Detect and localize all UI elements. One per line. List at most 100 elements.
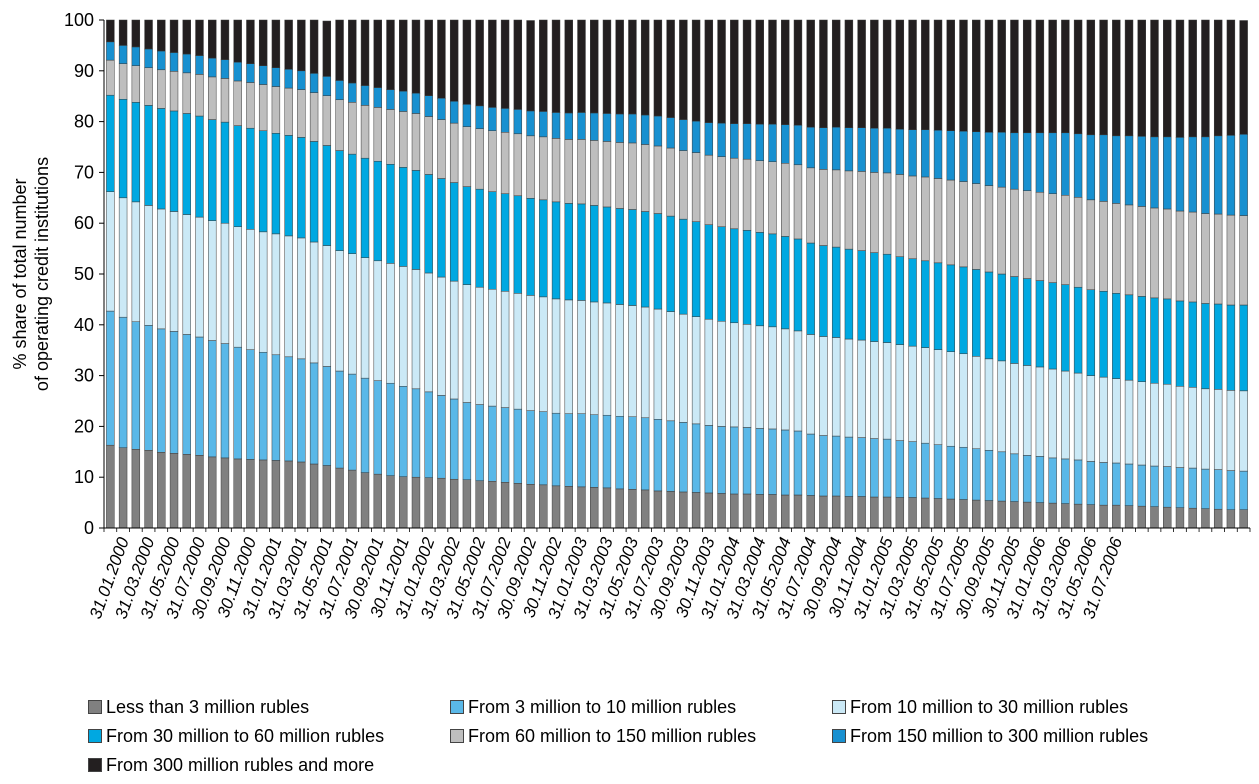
bar-segment-s1-34 <box>526 484 535 529</box>
bar-segment-s3-88 <box>1213 389 1223 470</box>
bar-segment-s6-76 <box>1061 132 1070 196</box>
bar-segment-s3-81 <box>1124 379 1134 465</box>
bar-segment-s5-1 <box>106 59 115 96</box>
bar-segment-s5-5 <box>157 69 166 109</box>
bar-segment-s4-84 <box>1163 298 1172 385</box>
bar-segment-s3-68 <box>959 353 968 448</box>
bar-segment-s2-60 <box>857 437 866 497</box>
y-tick-label-40: 40 <box>74 315 94 335</box>
bar-segment-s1-8 <box>195 455 204 529</box>
bar-segment-s1-58 <box>831 495 841 529</box>
bar-segment-s2-10 <box>220 343 230 459</box>
bar-segment-s5-24 <box>399 111 408 168</box>
bar-segment-s1-76 <box>1061 503 1070 529</box>
bar-segment-s1-79 <box>1099 504 1108 529</box>
bar-segment-s6-70 <box>984 132 994 186</box>
bar-segment-s6-73 <box>1022 132 1032 191</box>
bar-segment-s2-41 <box>615 415 624 490</box>
bar-segment-s4-37 <box>564 203 573 301</box>
bar-segment-s5-42 <box>628 142 637 210</box>
bar-segment-s7-72 <box>1010 19 1019 134</box>
bar-segment-s6-45 <box>666 117 675 149</box>
bar-segment-s6-50 <box>730 123 739 159</box>
bar-segment-s2-71 <box>997 451 1006 502</box>
bar-segment-s6-38 <box>577 112 586 140</box>
bar-segment-s2-52 <box>755 428 764 495</box>
bar-segment-s5-11 <box>233 80 242 126</box>
bar-segment-s4-38 <box>577 203 586 301</box>
bar-segment-s1-28 <box>449 478 459 529</box>
bar-segment-s2-76 <box>1061 458 1070 504</box>
bar-segment-s2-44 <box>653 419 663 492</box>
bar-segment-s5-69 <box>972 183 981 270</box>
bar-segment-s5-65 <box>921 176 930 262</box>
bar-segment-s5-20 <box>348 102 357 155</box>
bar-segment-s2-67 <box>946 445 955 500</box>
chart-legend: Less than 3 million rubles From 3 million… <box>88 696 1248 776</box>
bar-segment-s3-54 <box>781 328 790 431</box>
y-tick-label-20: 20 <box>74 416 94 436</box>
bar-segment-s5-18 <box>322 95 332 146</box>
bar-segment-s1-57 <box>819 495 828 529</box>
bar-segment-s7-33 <box>513 19 523 110</box>
bar-segment-s6-80 <box>1112 135 1121 204</box>
bar-segment-s2-56 <box>806 433 815 496</box>
bar-segment-s4-44 <box>653 213 663 310</box>
bar-segment-s4-11 <box>233 125 242 227</box>
legend-label-1: Less than 3 million rubles <box>106 697 310 717</box>
bar-segment-s6-9 <box>208 57 217 78</box>
bar-segment-s4-75 <box>1048 282 1057 370</box>
bar-segment-s1-65 <box>921 497 930 529</box>
bar-segment-s2-88 <box>1213 469 1223 510</box>
bar-segment-s3-69 <box>972 356 981 450</box>
bar-segment-s4-65 <box>921 260 930 348</box>
bar-segment-s4-9 <box>208 119 217 221</box>
bar-segment-s4-29 <box>462 186 472 285</box>
bar-segment-s4-55 <box>793 238 803 332</box>
bar-segment-s7-52 <box>755 19 764 125</box>
y-tick-label-10: 10 <box>74 467 94 487</box>
bar-segment-s1-44 <box>653 490 663 529</box>
bar-segment-s2-51 <box>742 427 752 495</box>
bar-segment-s7-24 <box>399 19 408 92</box>
bar-segment-s6-17 <box>309 73 319 93</box>
bar-segment-s1-24 <box>399 476 408 529</box>
bar-segment-s6-81 <box>1124 135 1134 206</box>
bar-segment-s1-23 <box>386 475 395 529</box>
bar-segment-s3-72 <box>1010 363 1019 455</box>
bar-segment-s7-30 <box>475 19 484 107</box>
bar-segment-s4-78 <box>1086 289 1096 376</box>
y-axis-label-line-2: of operating credit institutions <box>32 157 52 391</box>
bar-segment-s7-84 <box>1163 19 1172 138</box>
bar-segment-s3-36 <box>551 298 561 414</box>
bar-segment-s5-28 <box>449 122 459 183</box>
bar-segment-s5-60 <box>857 171 866 251</box>
bar-segment-s6-23 <box>386 89 395 110</box>
legend-item-4: From 30 million to 60 million rubles <box>88 725 450 747</box>
bar-segment-s2-90 <box>1239 470 1248 510</box>
bar-segment-s4-88 <box>1213 303 1223 390</box>
bar-segment-s3-8 <box>195 216 204 338</box>
bar-segment-s4-53 <box>768 233 777 328</box>
bar-segment-s3-61 <box>870 341 879 439</box>
bar-segment-s3-59 <box>844 338 854 438</box>
bar-segment-s7-79 <box>1099 19 1108 136</box>
bar-segment-s2-35 <box>539 411 548 486</box>
bar-segment-s1-20 <box>348 469 357 529</box>
bar-segment-s1-13 <box>258 459 268 529</box>
bar-segment-s4-24 <box>399 167 408 267</box>
bar-segment-s4-62 <box>882 253 892 343</box>
bar-segment-s7-31 <box>488 19 497 108</box>
bar-segment-s6-41 <box>615 113 624 143</box>
bar-segment-s5-8 <box>195 74 204 117</box>
bar-segment-s5-38 <box>577 139 586 205</box>
bar-segment-s4-60 <box>857 250 866 341</box>
bar-segment-s4-80 <box>1112 293 1121 379</box>
bar-segment-s4-31 <box>488 191 497 290</box>
bar-segment-s3-79 <box>1099 376 1108 463</box>
bar-segment-s5-53 <box>768 161 777 235</box>
bar-segment-s4-52 <box>755 232 764 327</box>
legend-swatch-4 <box>88 729 102 743</box>
bar-segment-s6-60 <box>857 127 866 172</box>
bar-segment-s5-52 <box>755 160 764 233</box>
